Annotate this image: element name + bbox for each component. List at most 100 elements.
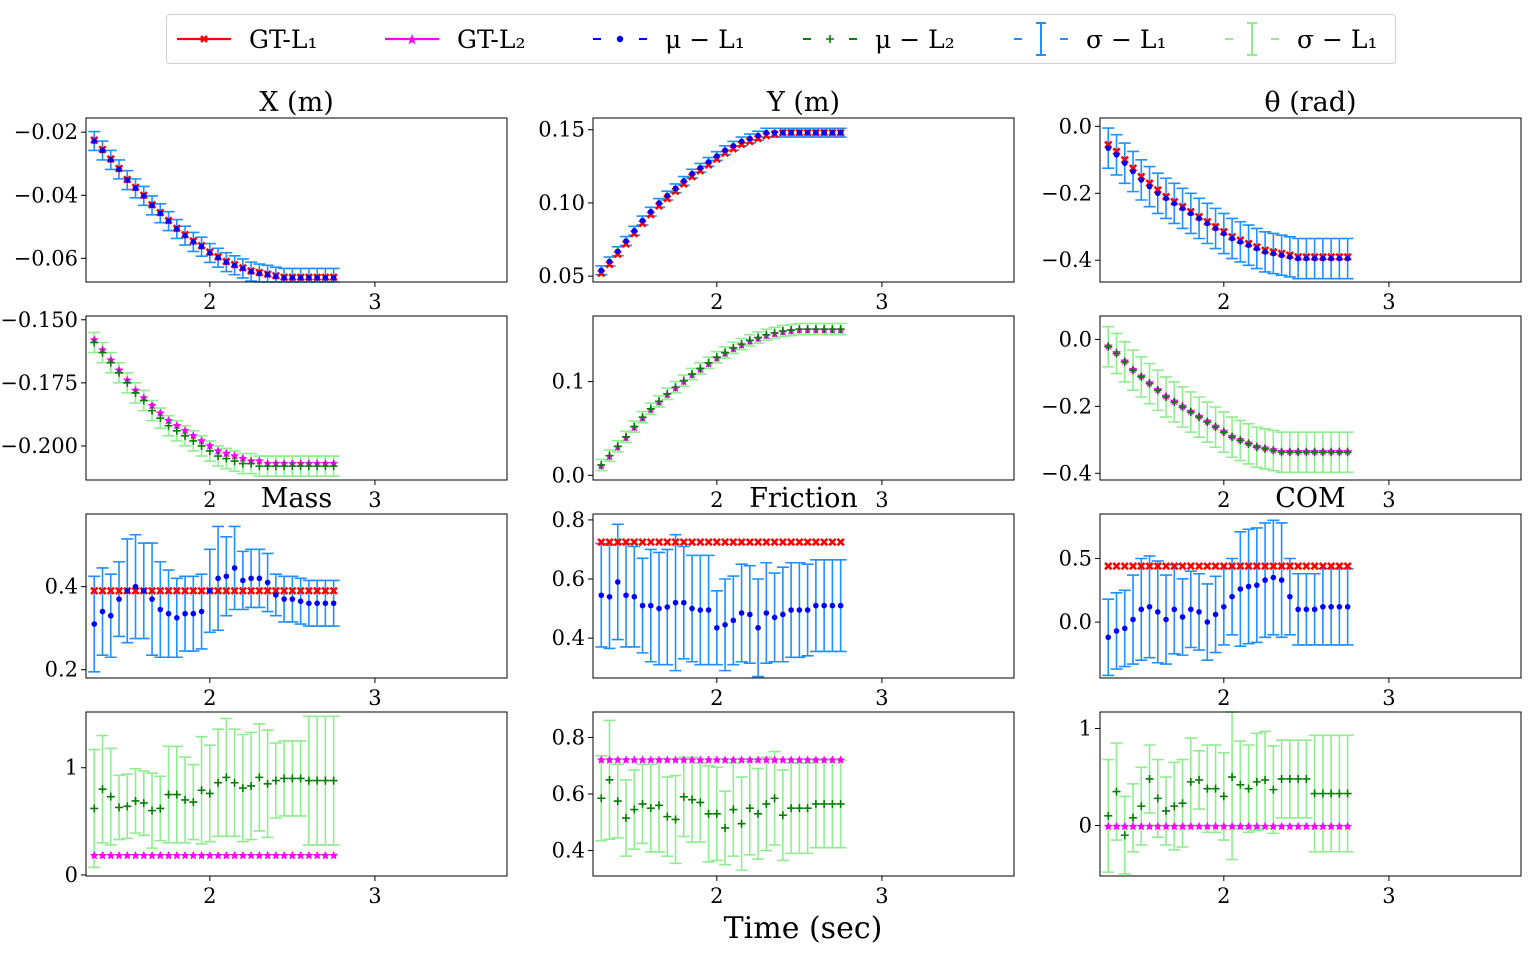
mean-point (1154, 190, 1161, 197)
mean-point (148, 406, 157, 415)
mean-point (730, 143, 737, 149)
mean-point (1188, 606, 1194, 613)
gt-point (246, 586, 256, 595)
mean-point (1287, 254, 1293, 260)
gt-point (329, 586, 338, 595)
mean-point (330, 275, 337, 281)
subplot-10: 0 1 2 3 (65, 711, 508, 908)
subplot-9: 0.5 0.0 2 3 COM (1059, 483, 1522, 710)
mean-point (1219, 792, 1228, 801)
y-tick-label: 0.2 (45, 658, 78, 682)
mean-point (672, 599, 679, 606)
mean-point (115, 368, 124, 377)
mean-point (1336, 255, 1343, 262)
mean-point (1327, 448, 1336, 457)
legend-item-mu-l2: μ − L₂ (799, 15, 955, 63)
mean-point (778, 326, 787, 335)
mean-point (696, 798, 705, 807)
mean-point (745, 804, 754, 813)
mean-point (738, 610, 745, 616)
mean-point (613, 442, 622, 451)
mean-point (614, 248, 621, 255)
mean-point (647, 208, 654, 215)
gt-point (1310, 562, 1319, 571)
gt-point (712, 755, 722, 764)
mean-point (655, 801, 664, 810)
x-axis-label: Time (sec) (724, 911, 883, 946)
mean-point (1186, 777, 1195, 786)
gt-point (238, 850, 248, 860)
y-tick-label: 0.8 (552, 508, 585, 532)
mean-point (99, 608, 106, 615)
gt-point (670, 755, 681, 764)
mean-point (247, 459, 256, 468)
subplot-title: Friction (749, 483, 858, 514)
gt-point (604, 755, 615, 764)
gt-point (312, 850, 322, 860)
gt-point (1111, 821, 1122, 831)
gt-point (1343, 562, 1352, 571)
mean-point (256, 270, 263, 277)
mean-point (836, 325, 845, 334)
mean-point (255, 462, 264, 471)
mean-point (280, 462, 289, 471)
mean-point (639, 602, 646, 609)
y-tick-label: −0.2 (1041, 181, 1092, 205)
gt-point (745, 755, 755, 764)
gt-point (819, 755, 829, 764)
mean-point (679, 792, 688, 801)
mean-point (116, 166, 122, 173)
gt-point (637, 755, 648, 764)
mean-point (681, 599, 687, 606)
gt-point (89, 850, 99, 860)
mean-point (1130, 616, 1136, 623)
mean-point (1204, 619, 1211, 625)
mean-point (131, 388, 140, 397)
mean-point (164, 421, 173, 430)
mean-point (631, 227, 638, 234)
mean-point (1145, 379, 1154, 388)
x-tick-label: 3 (368, 884, 381, 908)
legend-item-sigma-l1: σ − L₁ (1010, 15, 1167, 63)
gt-point (189, 586, 198, 595)
mean-point (1211, 784, 1220, 793)
mean-point (264, 271, 271, 278)
legend-label: μ − L₂ (875, 24, 955, 54)
gt-point (1334, 821, 1345, 831)
gt-point (613, 537, 622, 547)
mean-point (1302, 448, 1311, 457)
mean-point (165, 610, 172, 617)
legend-symbol (385, 34, 439, 45)
gt-point (106, 850, 116, 860)
y-tick-label: −0.150 (0, 308, 78, 332)
mean-point (280, 774, 289, 783)
mean-point (1270, 250, 1277, 257)
mean-point (631, 593, 638, 600)
x-tick-label: 3 (875, 290, 888, 314)
mean-point (1137, 802, 1146, 811)
mean-point (1320, 255, 1326, 262)
mean-point (1163, 195, 1169, 202)
mean-point (1113, 628, 1120, 634)
mean-point (148, 806, 157, 815)
gt-point (811, 755, 821, 764)
axes-frame (1099, 711, 1522, 877)
mean-point (1129, 366, 1138, 375)
mean-point (1294, 448, 1303, 457)
mean-point (174, 226, 180, 232)
mean-point (1244, 439, 1253, 448)
mean-point (132, 185, 139, 192)
mean-point (605, 451, 614, 460)
mean-point (1120, 831, 1129, 840)
y-tick-label: 0.4 (552, 839, 585, 863)
gt-point (1318, 562, 1327, 571)
gt-point (703, 755, 714, 764)
mean-point (1203, 784, 1212, 793)
mean-point (721, 823, 730, 832)
mean-point (106, 792, 115, 801)
gt-point (679, 755, 689, 764)
mean-point (796, 129, 803, 136)
gt-point (729, 537, 738, 547)
gt-point (1120, 821, 1130, 831)
subplot-title: θ (rad) (1264, 87, 1356, 118)
